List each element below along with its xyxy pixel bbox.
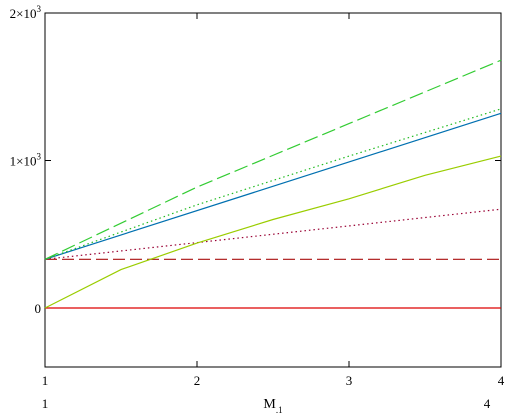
x-tick-label: 4 [498,373,505,388]
series-line-4 [44,155,502,309]
plot-frame [44,12,502,368]
x-tick-label: 1 [42,373,49,388]
y-tick-label: 2×103 [10,4,42,21]
y-tick-label: 0 [35,301,42,316]
x-axis-label: M.1 [263,397,282,415]
series-line-6 [44,108,502,260]
x-range-right-label: 4 [484,396,491,411]
series-line-7 [44,59,502,260]
series-line-5 [44,112,502,260]
x-range-left-label: 1 [42,396,49,411]
x-tick-label: 3 [346,373,353,388]
y-tick-label: 1×103 [10,152,42,169]
x-tick-label: 2 [194,373,201,388]
